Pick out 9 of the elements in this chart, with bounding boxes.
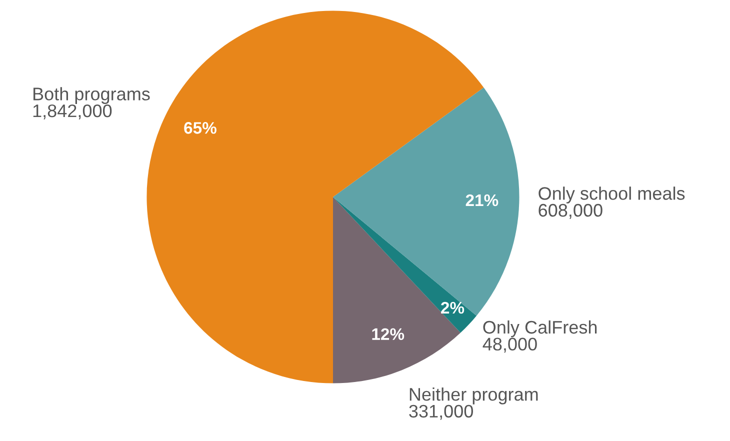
slice-label: Neither program 331,000 [409,388,538,420]
data-label: 12% [372,328,404,340]
slice-label: Both programs 1,842,000 [33,87,150,120]
pie-slice [333,88,520,316]
slice-label: Only school meals 608,000 [538,186,685,219]
data-label: 2% [441,302,464,314]
data-label: 65% [184,122,216,134]
slice-label: Only CalFresh 48,000 [482,320,597,353]
data-label: 21% [466,194,498,206]
